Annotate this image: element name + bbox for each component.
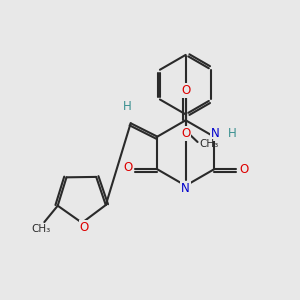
Text: O: O — [181, 84, 190, 97]
Text: H: H — [227, 127, 236, 140]
Text: N: N — [181, 182, 190, 195]
Text: O: O — [181, 127, 190, 140]
Text: O: O — [239, 163, 248, 176]
Text: O: O — [80, 221, 89, 234]
Text: O: O — [123, 161, 132, 174]
Text: H: H — [123, 100, 132, 113]
Text: CH₃: CH₃ — [199, 140, 218, 149]
Text: N: N — [211, 127, 220, 140]
Text: CH₃: CH₃ — [32, 224, 51, 235]
